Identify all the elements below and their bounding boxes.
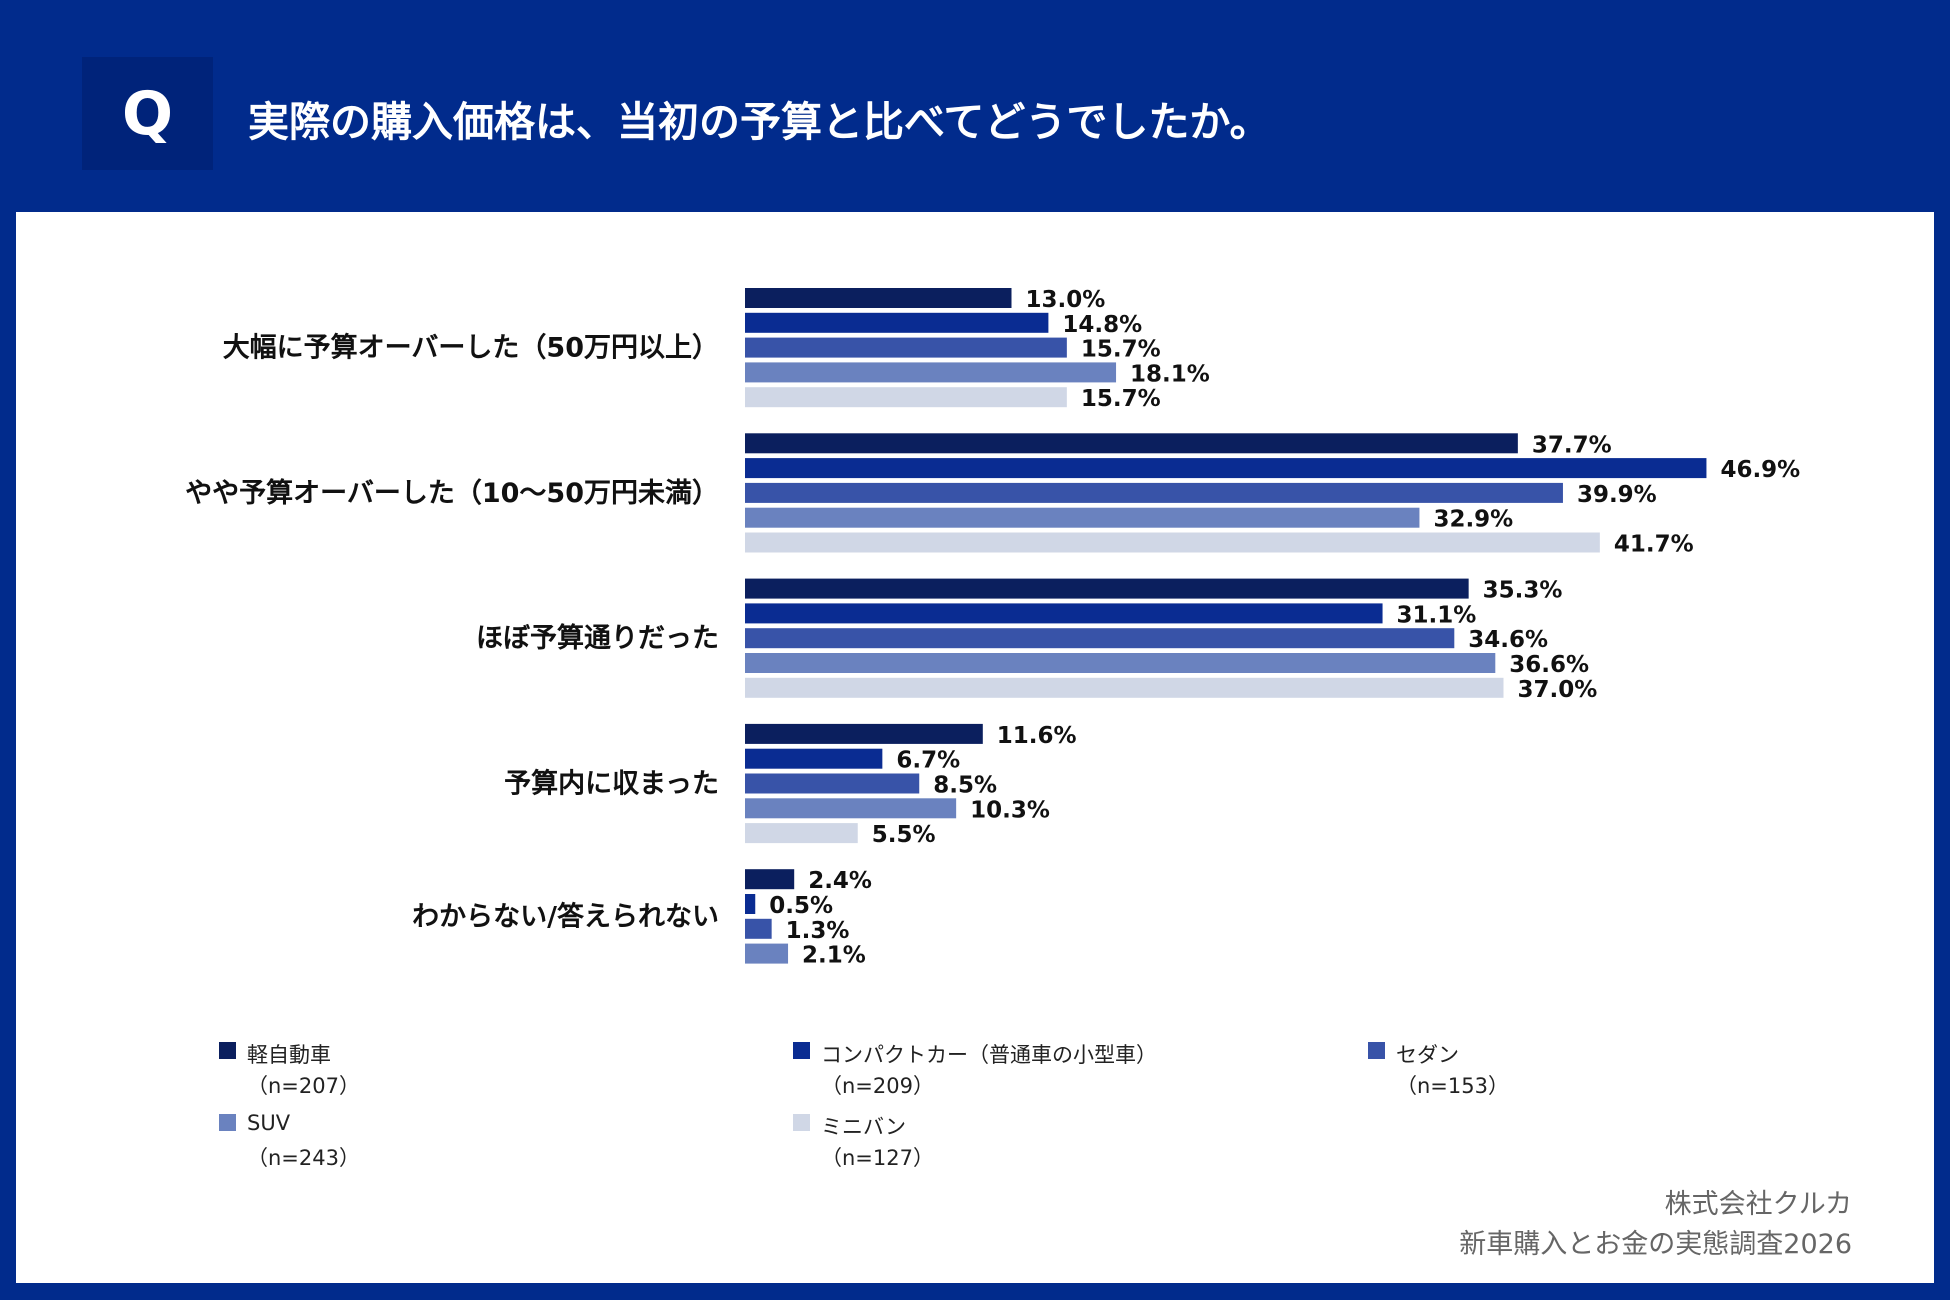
legend-n: （n=127） — [821, 1146, 934, 1170]
category-label: ほぼ予算通りだった — [476, 622, 719, 654]
bar — [745, 823, 858, 844]
data-label: 15.7% — [1081, 337, 1161, 363]
data-label: 10.3% — [970, 797, 1050, 823]
bar — [745, 677, 1504, 698]
bar — [745, 869, 795, 890]
legend-swatch — [1368, 1042, 1385, 1059]
bar — [745, 628, 1455, 649]
data-label: 14.8% — [1062, 312, 1142, 338]
data-label: 5.5% — [872, 822, 936, 848]
legend-label: SUV — [247, 1111, 291, 1135]
chart-panel: 大幅に予算オーバーした（50万円以上） 13.0% 14.8% 15.7% 18.1% 1… — [16, 212, 1934, 1283]
bar — [745, 723, 983, 744]
data-label: 11.6% — [997, 723, 1077, 749]
category-label: やや予算オーバーした（10〜50万円未満） — [185, 477, 719, 509]
legend-label: 軽自動車 — [247, 1043, 331, 1067]
bar — [745, 387, 1067, 408]
bar-chart: 大幅に予算オーバーした（50万円以上）13.0%14.8%15.7%18.1%1… — [185, 287, 1800, 969]
legend-label: コンパクトカー（普通車の小型車） — [821, 1043, 1157, 1067]
data-label: 46.9% — [1720, 457, 1800, 483]
legend-label: ミニバン — [821, 1115, 907, 1139]
data-label: 34.6% — [1468, 627, 1548, 653]
legend-n: （n=207） — [247, 1074, 360, 1098]
page-title: 実際の購入価格は、当初の予算と比べてどうでしたか。 — [248, 98, 1271, 146]
legend-swatch — [219, 1042, 236, 1059]
bar — [745, 918, 772, 939]
footer-survey: 新車購入とお金の実態調査2026 — [1459, 1229, 1852, 1260]
data-label: 8.5% — [933, 773, 997, 799]
bar — [745, 482, 1563, 503]
legend-label: セダン — [1396, 1043, 1459, 1067]
legend-swatch — [793, 1114, 810, 1131]
data-label: 1.3% — [786, 918, 850, 944]
legend-n: （n=243） — [247, 1146, 360, 1170]
data-label: 6.7% — [896, 748, 960, 774]
data-label: 37.7% — [1532, 432, 1612, 458]
bar — [745, 312, 1049, 333]
bar — [745, 798, 957, 819]
data-label: 39.9% — [1577, 482, 1657, 508]
data-label: 2.4% — [808, 868, 872, 894]
bar — [745, 894, 756, 914]
bar — [745, 653, 1496, 673]
data-label: 31.1% — [1397, 602, 1477, 628]
bar — [745, 507, 1420, 528]
category-label: 予算内に収まった — [504, 768, 719, 800]
bar — [745, 288, 1012, 308]
data-label: 15.7% — [1081, 386, 1161, 412]
data-label: 32.9% — [1433, 507, 1513, 533]
legend-n: （n=153） — [1396, 1074, 1509, 1098]
bar — [745, 532, 1600, 553]
bar — [745, 578, 1469, 599]
data-label: 41.7% — [1614, 532, 1694, 558]
category-label: わからない/答えられない — [412, 900, 719, 932]
bar — [745, 458, 1707, 479]
legend-swatch — [219, 1114, 236, 1131]
bar — [745, 748, 883, 769]
bar — [745, 943, 789, 964]
bar — [745, 773, 920, 794]
bar — [745, 433, 1518, 454]
data-label: 36.6% — [1509, 652, 1589, 678]
legend-n: （n=209） — [821, 1074, 934, 1098]
data-label: 37.0% — [1518, 677, 1598, 703]
data-label: 35.3% — [1483, 578, 1563, 604]
category-label: 大幅に予算オーバーした（50万円以上） — [223, 332, 719, 364]
bar — [745, 337, 1067, 358]
legend-swatch — [793, 1042, 810, 1059]
data-label: 0.5% — [769, 893, 833, 919]
data-label: 2.1% — [802, 943, 866, 969]
q-badge: Q — [82, 57, 213, 170]
data-label: 13.0% — [1026, 287, 1106, 313]
footer-company: 株式会社クルカ — [1664, 1189, 1852, 1220]
bar — [745, 603, 1383, 624]
data-label: 18.1% — [1130, 361, 1210, 387]
bar — [745, 362, 1117, 383]
